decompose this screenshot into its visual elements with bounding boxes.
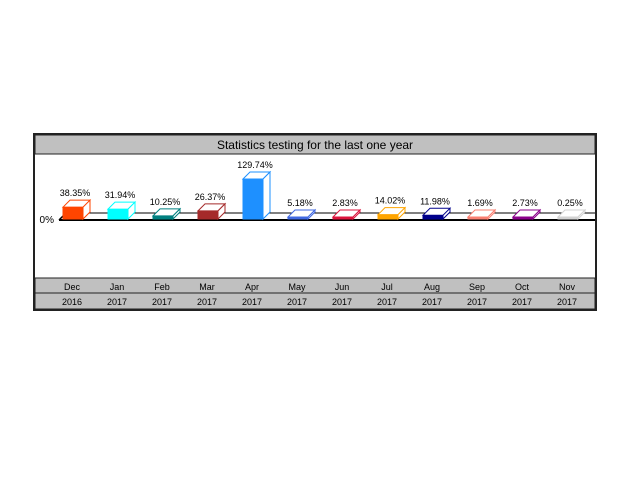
bar-front: [62, 206, 84, 220]
data-label: 14.02%: [375, 196, 406, 206]
x-tick-month: Apr: [245, 282, 259, 292]
x-tick-month: Mar: [199, 282, 215, 292]
bar-side: [397, 206, 406, 221]
bar-side: [217, 202, 226, 221]
bar-front: [197, 210, 219, 220]
bar-side: [352, 208, 361, 221]
bar-front: [107, 208, 129, 220]
data-label: 0.25%: [557, 198, 583, 208]
bar-dec: [61, 198, 92, 221]
data-label: 38.35%: [60, 188, 91, 198]
x-tick-month: Jun: [335, 282, 350, 292]
bar-sep: [466, 208, 497, 221]
chart-frame: Statistics testing for the last one year…: [33, 133, 597, 311]
data-label: 2.73%: [512, 198, 538, 208]
data-label: 11.98%: [420, 196, 450, 206]
bar-nov: [556, 208, 587, 221]
x-tick-year: 2017: [197, 297, 217, 307]
bar-side: [442, 207, 451, 221]
bar-aug: [421, 207, 452, 221]
bar-oct: [511, 208, 542, 221]
bar-side: [127, 200, 136, 221]
chart-title: Statistics testing for the last one year: [217, 138, 413, 152]
year-row: [35, 292, 595, 309]
x-tick-month: Feb: [154, 282, 170, 292]
bar-side: [82, 198, 91, 221]
bar-jun: [331, 208, 362, 221]
x-tick-month: Nov: [559, 282, 576, 292]
bar-side: [487, 208, 496, 221]
x-tick-year: 2017: [422, 297, 442, 307]
x-tick-month: Aug: [424, 282, 440, 292]
bar-side: [532, 208, 541, 221]
x-tick-year: 2017: [467, 297, 487, 307]
title-bar: [35, 135, 595, 155]
data-label: 1.69%: [467, 198, 493, 208]
x-tick-year: 2017: [377, 297, 397, 307]
bar-feb: [151, 207, 182, 221]
bar-may: [286, 208, 317, 221]
data-label: 31.94%: [105, 190, 136, 200]
bar-jul: [376, 206, 407, 221]
bar-apr: [241, 170, 272, 221]
data-label: 10.25%: [150, 197, 181, 207]
x-tick-year: 2017: [242, 297, 262, 307]
data-label: 129.74%: [237, 160, 273, 170]
bar-side: [577, 208, 586, 221]
bar-side: [307, 208, 316, 221]
x-tick-year: 2017: [332, 297, 352, 307]
x-tick-year: 2017: [107, 297, 127, 307]
x-tick-year: 2017: [557, 297, 577, 307]
bar-front: [377, 214, 399, 220]
bar-front: [242, 178, 264, 220]
bar-chart: Statistics testing for the last one year…: [35, 135, 595, 309]
bar-mar: [196, 202, 227, 221]
data-label: 5.18%: [287, 198, 313, 208]
bar-side: [262, 170, 271, 221]
x-tick-month: Dec: [64, 282, 81, 292]
x-tick-month: Oct: [515, 282, 530, 292]
bar-front: [422, 214, 444, 220]
x-tick-year: 2016: [62, 297, 82, 307]
data-label: 2.83%: [332, 198, 358, 208]
bar-side: [172, 207, 181, 221]
y-axis-zero-label: 0%: [40, 215, 55, 226]
x-tick-year: 2017: [287, 297, 307, 307]
x-tick-month: May: [288, 282, 306, 292]
x-tick-month: Jan: [110, 282, 125, 292]
x-tick-month: Sep: [469, 282, 485, 292]
x-tick-year: 2017: [512, 297, 532, 307]
x-tick-month: Jul: [381, 282, 393, 292]
bar-jan: [106, 200, 137, 221]
x-tick-year: 2017: [152, 297, 172, 307]
data-label: 26.37%: [195, 192, 226, 202]
